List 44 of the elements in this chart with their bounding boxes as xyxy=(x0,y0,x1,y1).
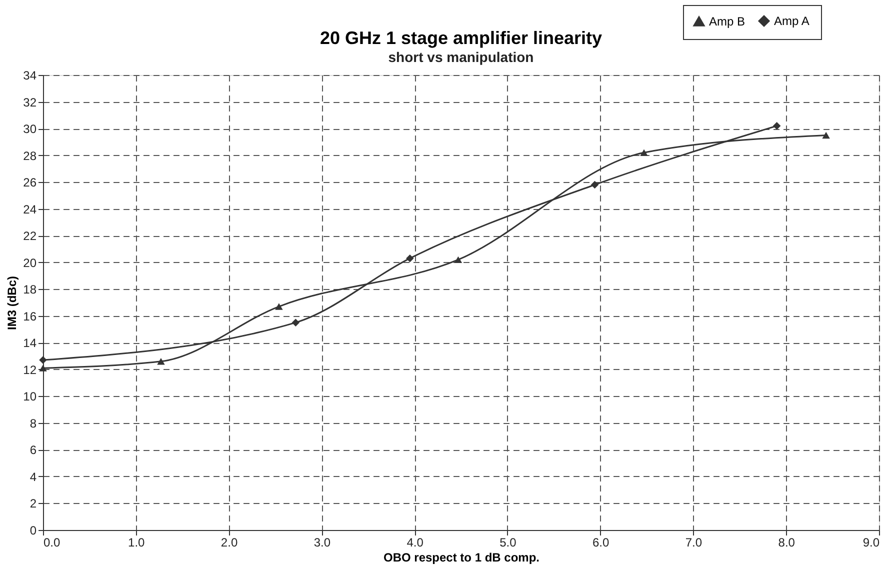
y-tick-label: 10 xyxy=(23,390,37,404)
point xyxy=(292,318,300,326)
y-tick-label: 4 xyxy=(30,470,37,484)
point xyxy=(640,149,648,156)
point xyxy=(772,122,781,130)
x-tick-label: 3.0 xyxy=(314,536,331,550)
x-tick-label: 1.0 xyxy=(128,536,146,550)
y-tick-label: 24 xyxy=(23,202,37,216)
x-tick-label: 7.0 xyxy=(685,536,702,550)
legend-label: Amp B xyxy=(709,14,746,28)
y-tick-label: 28 xyxy=(23,148,37,163)
y-tick-label: 22 xyxy=(23,229,37,244)
point xyxy=(590,180,599,189)
y-tick-label: 18 xyxy=(23,282,37,297)
y-tick-label: 12 xyxy=(23,362,37,377)
y-tick-label: 30 xyxy=(23,122,37,136)
y-tick-label: 26 xyxy=(23,176,37,190)
x-axis-title: OBO respect to 1 dB comp. xyxy=(383,550,540,564)
y-tick-label: 20 xyxy=(23,256,37,270)
y-tick-label: 14 xyxy=(23,336,37,350)
y-axis-title: IM3 (dBc) xyxy=(5,276,20,330)
y-tick-label: 32 xyxy=(23,95,37,110)
x-tick-label: 6.0 xyxy=(592,536,610,550)
x-tick-label: 8.0 xyxy=(778,536,796,550)
chart-title: 20 GHz 1 stage amplifier linearity xyxy=(320,28,602,48)
y-tick-label: 0 xyxy=(30,524,37,538)
point xyxy=(275,303,283,310)
point xyxy=(157,358,165,365)
point xyxy=(39,356,47,364)
x-tick-label: 5.0 xyxy=(500,536,517,550)
point xyxy=(454,256,462,264)
chart-subtitle: short vs manipulation xyxy=(388,49,534,65)
y-tick-label: 16 xyxy=(23,309,37,324)
point xyxy=(406,254,414,262)
point xyxy=(822,132,830,139)
y-tick-label: 8 xyxy=(30,416,37,430)
x-tick-label: 4.0 xyxy=(406,536,424,550)
y-tick-label: 2 xyxy=(30,496,37,511)
x-tick-label: 9.0 xyxy=(862,536,880,550)
x-tick-label: 0.0 xyxy=(44,536,61,550)
y-tick-label: 6 xyxy=(30,443,37,458)
legend-label: Amp A xyxy=(774,14,810,28)
x-tick-label: 2.0 xyxy=(220,536,238,550)
y-tick-label: 34 xyxy=(23,68,37,82)
